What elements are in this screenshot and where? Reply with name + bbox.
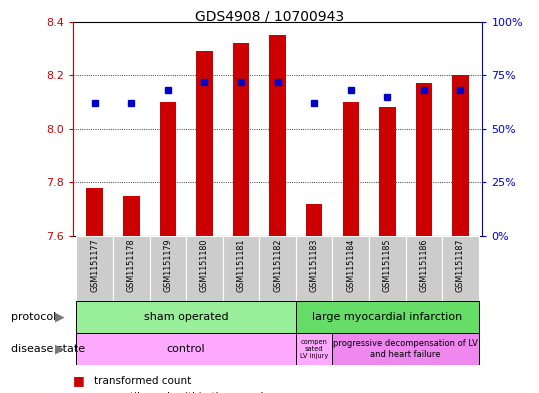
Bar: [186, 236, 223, 301]
Text: ▶: ▶: [54, 310, 64, 323]
Text: GSM1151181: GSM1151181: [237, 239, 245, 292]
Text: sham operated: sham operated: [144, 312, 229, 322]
Bar: [333, 333, 479, 365]
Bar: [259, 236, 296, 301]
Text: control: control: [167, 344, 205, 354]
Bar: [296, 301, 479, 333]
Text: ■: ■: [73, 374, 85, 387]
Bar: [77, 236, 113, 301]
Bar: [306, 204, 322, 236]
Text: GDS4908 / 10700943: GDS4908 / 10700943: [195, 10, 344, 24]
Bar: [160, 102, 176, 236]
Bar: [270, 35, 286, 236]
Bar: [77, 301, 296, 333]
Bar: [406, 236, 442, 301]
Text: protocol: protocol: [11, 312, 56, 322]
Text: GSM1151179: GSM1151179: [163, 239, 172, 292]
Text: GSM1151178: GSM1151178: [127, 239, 136, 292]
Text: transformed count: transformed count: [94, 376, 191, 386]
Text: GSM1151186: GSM1151186: [419, 239, 429, 292]
Text: GSM1151177: GSM1151177: [90, 239, 99, 292]
Text: progressive decompensation of LV
and heart failure: progressive decompensation of LV and hea…: [333, 339, 478, 359]
Bar: [223, 236, 259, 301]
Bar: [296, 333, 333, 365]
Text: ▶: ▶: [54, 342, 64, 356]
Bar: [150, 236, 186, 301]
Text: GSM1151184: GSM1151184: [346, 239, 355, 292]
Bar: [86, 187, 103, 236]
Text: disease state: disease state: [11, 344, 85, 354]
Text: GSM1151187: GSM1151187: [456, 239, 465, 292]
Text: GSM1151183: GSM1151183: [310, 239, 319, 292]
Bar: [342, 102, 359, 236]
Bar: [123, 196, 140, 236]
Text: GSM1151182: GSM1151182: [273, 239, 282, 292]
Bar: [379, 107, 396, 236]
Bar: [416, 83, 432, 236]
Bar: [77, 333, 296, 365]
Text: GSM1151185: GSM1151185: [383, 239, 392, 292]
Bar: [442, 236, 479, 301]
Bar: [333, 236, 369, 301]
Bar: [196, 51, 213, 236]
Text: large myocardial infarction: large myocardial infarction: [312, 312, 462, 322]
Bar: [113, 236, 149, 301]
Bar: [369, 236, 406, 301]
Text: compen
sated
LV injury: compen sated LV injury: [300, 339, 328, 359]
Bar: [296, 236, 333, 301]
Text: ■: ■: [73, 390, 85, 393]
Text: percentile rank within the sample: percentile rank within the sample: [94, 391, 270, 393]
Bar: [452, 75, 469, 236]
Text: GSM1151180: GSM1151180: [200, 239, 209, 292]
Bar: [233, 43, 249, 236]
